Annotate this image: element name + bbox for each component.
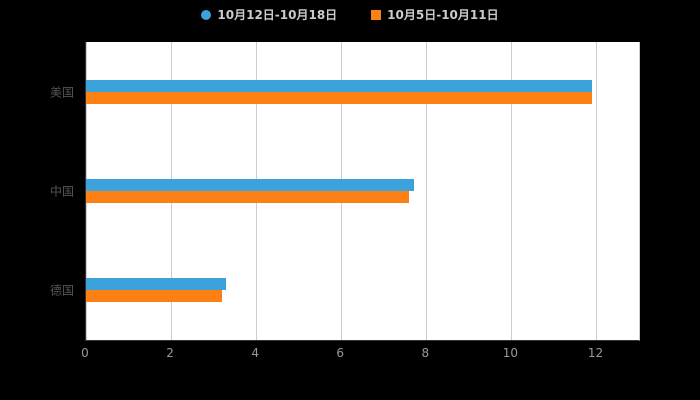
- x-tick-label: 0: [81, 346, 89, 360]
- gridline: [426, 42, 428, 340]
- y-category-label: 中国: [49, 184, 74, 199]
- x-tick-label: 12: [587, 346, 604, 360]
- legend-label: 10月5日-10月11日: [387, 8, 499, 22]
- chart-legend: 10月12日-10月18日 10月5日-10月11日: [0, 6, 700, 23]
- y-category-label: 德国: [49, 283, 74, 298]
- legend-label: 10月12日-10月18日: [217, 8, 338, 22]
- gridline: [511, 42, 513, 340]
- x-tick-label: 6: [336, 346, 345, 360]
- x-tick-label: 4: [251, 346, 259, 360]
- legend-item-week-current[interactable]: 10月12日-10月18日: [201, 6, 337, 23]
- bar-previous-week[interactable]: [86, 290, 223, 303]
- bar-current-week[interactable]: [86, 278, 227, 291]
- bar-current-week[interactable]: [86, 79, 593, 92]
- legend-square-marker-icon: [371, 9, 382, 20]
- y-axis-labels: 美国 中国 德国: [0, 42, 80, 340]
- y-category-label: 美国: [49, 85, 74, 100]
- gridline: [596, 42, 598, 340]
- legend-item-week-previous[interactable]: 10月5日-10月11日: [371, 6, 499, 23]
- legend-circle-marker-icon: [201, 9, 212, 20]
- x-axis-tick-labels: 0 2 4 6 8 10 12: [81, 346, 638, 364]
- x-tick-label: 8: [421, 346, 430, 360]
- x-tick-label: 2: [166, 346, 174, 360]
- bar-previous-week[interactable]: [86, 91, 593, 104]
- bar-previous-week[interactable]: [86, 191, 410, 203]
- plot-area: [85, 42, 640, 341]
- x-tick-label: 10: [502, 346, 519, 360]
- bar-current-week[interactable]: [86, 179, 414, 191]
